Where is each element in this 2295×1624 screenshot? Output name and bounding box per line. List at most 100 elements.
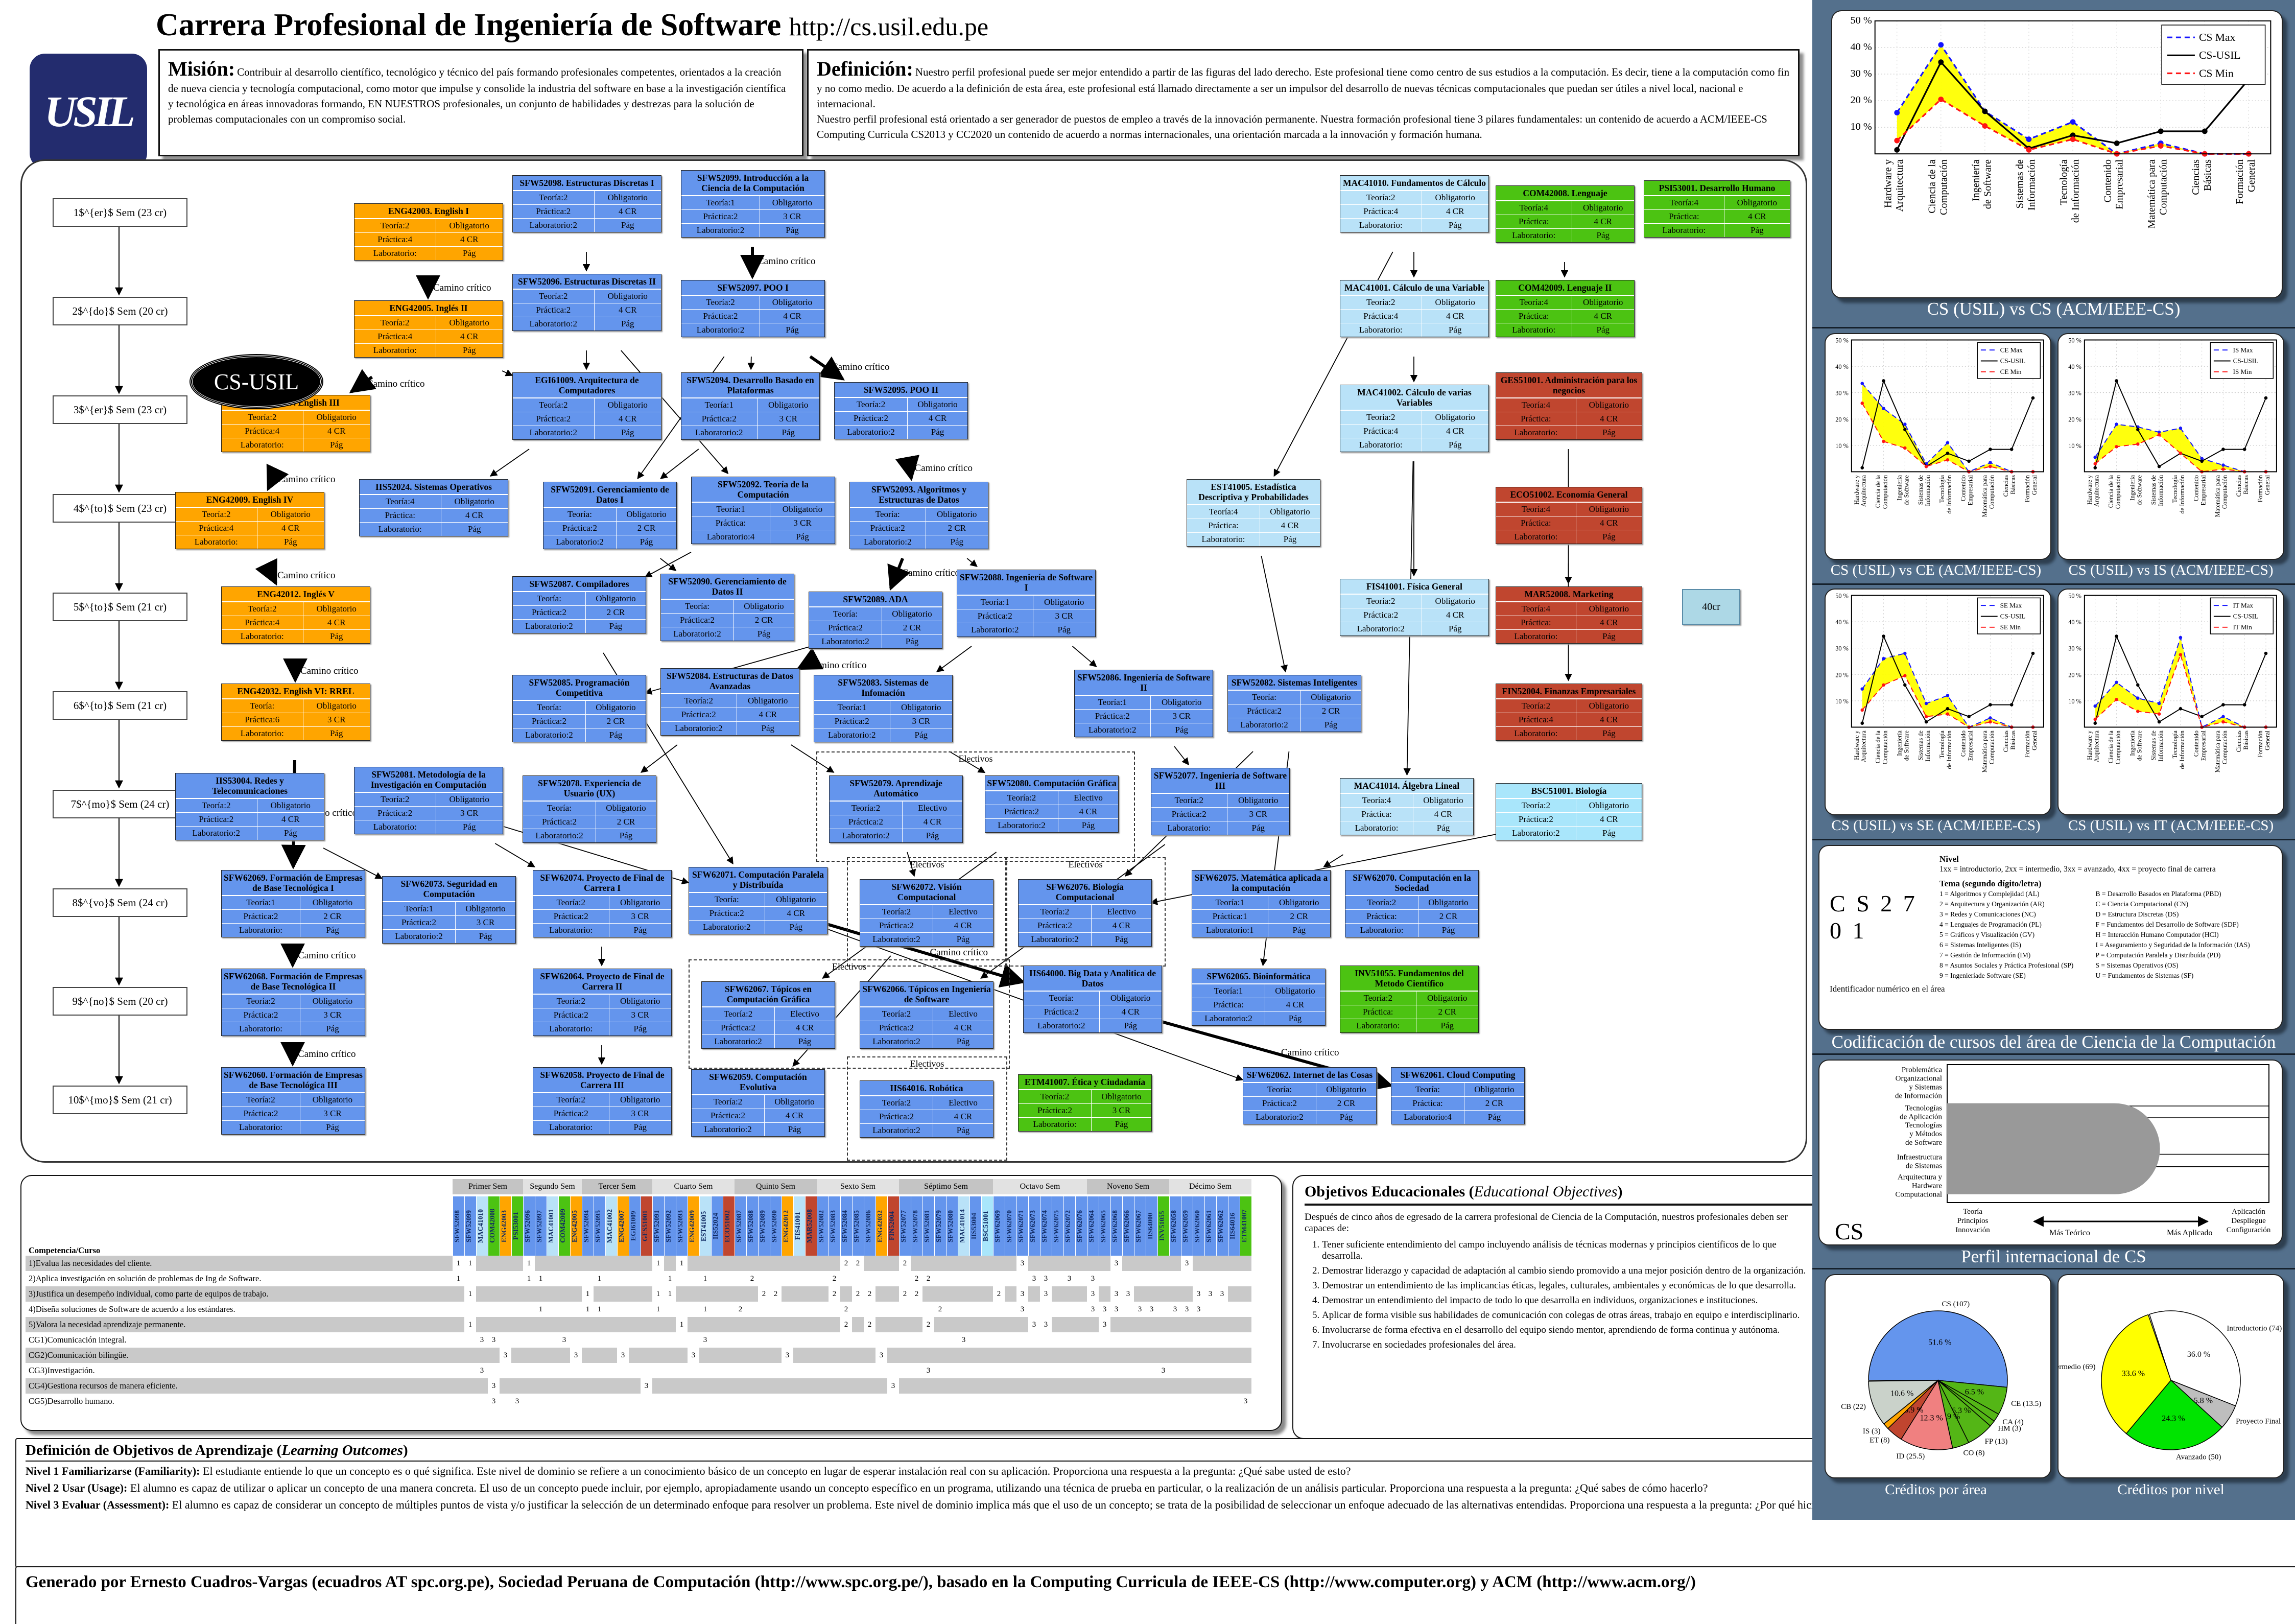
course-page-link[interactable]: Pág xyxy=(594,317,661,331)
course-box-SFW52081[interactable]: SFW52081. Metodología de la Investigació… xyxy=(354,767,503,834)
course-page-link[interactable]: Pág xyxy=(1413,821,1473,835)
course-page-link[interactable]: Pág xyxy=(1576,726,1642,740)
course-box-IIS52024[interactable]: IIS52024. Sistemas Operativos Teoría:4 Obl… xyxy=(359,479,508,536)
course-box-SFW52080[interactable]: SFW52080. Computación Gráfica Teoría:2 Ele… xyxy=(985,775,1119,833)
course-page-link[interactable]: Pág xyxy=(1572,323,1634,337)
course-box-SFW52095[interactable]: SFW52095. POO II Teoría:2 Obligatorio Práct… xyxy=(834,382,968,439)
course-box-SFW52077[interactable]: SFW52077. Ingeniería de Software III Teor… xyxy=(1151,768,1290,835)
course-box-SFW62068[interactable]: SFW62068. Formación de Empresas de Base … xyxy=(221,969,365,1036)
course-box-SFW52079[interactable]: SFW52079. Aprendizaje Automático Teoría:2… xyxy=(829,775,963,843)
course-page-link[interactable]: Pág xyxy=(609,923,671,937)
course-page-link[interactable]: Pág xyxy=(933,1123,993,1137)
course-box-ETM41007[interactable]: ETM41007. Ética y Ciudadanía Teoría:2 Obli… xyxy=(1018,1074,1152,1132)
course-page-link[interactable]: Pág xyxy=(1316,1110,1376,1124)
course-page-link[interactable]: Pág xyxy=(890,728,952,742)
course-box-ENG42003[interactable]: ENG42003. English I Teoría:2 Obligatorio Pr… xyxy=(354,203,503,261)
course-page-link[interactable]: Pág xyxy=(765,1122,824,1136)
course-box-SFW52096[interactable]: SFW52096. Estructuras Discretas II Teoría… xyxy=(512,274,661,331)
course-box-IIS64000[interactable]: IIS64000. Big Data y Analitica de Datos T… xyxy=(1023,966,1162,1033)
course-page-link[interactable]: Pág xyxy=(760,223,824,237)
course-page-link[interactable]: Pág xyxy=(903,829,962,842)
course-page-link[interactable]: Pág xyxy=(775,1034,835,1048)
course-box-ENG42012[interactable]: ENG42012. Inglés V Teoría:2 Obligatorio Prá… xyxy=(221,586,370,644)
course-page-link[interactable]: Pág xyxy=(436,246,503,260)
course-page-link[interactable]: Pág xyxy=(1418,923,1478,937)
course-page-link[interactable]: Pág xyxy=(1265,1011,1325,1025)
course-box-SFW62058[interactable]: SFW62058. Proyecto de Final de Carrera I… xyxy=(533,1067,672,1135)
course-page-link[interactable]: Pág xyxy=(300,923,365,937)
course-page-link[interactable]: Pág xyxy=(436,343,503,357)
course-page-link[interactable]: Pág xyxy=(757,426,819,439)
course-box-SFW62070[interactable]: SFW62070. Computación en la Sociedad Teor… xyxy=(1345,870,1479,937)
course-page-link[interactable]: Pág xyxy=(609,1022,671,1035)
course-page-link[interactable]: Pág xyxy=(1464,1110,1524,1124)
course-page-link[interactable]: Pág xyxy=(609,1120,671,1134)
course-page-link[interactable]: Pág xyxy=(765,920,827,934)
course-box-COM42009[interactable]: COM42009. Lenguaje II Teoría:4 Obligatorio… xyxy=(1496,280,1635,337)
course-box-MAC41010[interactable]: MAC41010. Fundamentos de Cálculo Teoría:2… xyxy=(1340,175,1489,232)
course-box-SFW62073[interactable]: SFW62073. Seguridad en Computación Teoría… xyxy=(382,876,516,944)
course-box-SFW52098[interactable]: SFW52098. Estructuras Discretas I Teoría:… xyxy=(512,175,661,232)
course-box-SFW62067[interactable]: SFW62067. Tópicos en Computación Gráfica… xyxy=(701,981,835,1049)
course-box-SFW52094[interactable]: SFW52094. Desarrollo Basado en Plataform… xyxy=(681,372,820,440)
course-page-link[interactable]: Pág xyxy=(1227,821,1289,835)
course-page-link[interactable]: Pág xyxy=(1150,723,1213,737)
course-page-link[interactable]: Pág xyxy=(596,829,656,842)
course-page-link[interactable]: Pág xyxy=(303,438,370,452)
site-url[interactable]: http://cs.usil.edu.pe xyxy=(789,12,989,41)
course-box-FIN52004[interactable]: FIN52004. Finanzas Empresariales Teoría:2… xyxy=(1496,684,1642,741)
course-box-SFW52090[interactable]: SFW52090. Gerenciamiento de Datos II Teor… xyxy=(660,574,794,641)
course-box-SFW52085[interactable]: SFW52085. Programación Competitiva Teoría… xyxy=(512,675,646,742)
course-page-link[interactable]: Pág xyxy=(1576,826,1642,840)
course-box-COM42008[interactable]: COM42008. Lenguaje Teoría:4 Obligatorio Prá… xyxy=(1496,185,1635,243)
course-box-SFW62076[interactable]: SFW62076. Biología Computacional Teoría:2… xyxy=(1018,879,1152,947)
course-page-link[interactable]: Pág xyxy=(617,535,676,549)
course-box-SFW52099[interactable]: SFW52099. Introducción a la Ciencia de l… xyxy=(681,170,825,238)
course-page-link[interactable]: Pág xyxy=(1422,218,1488,232)
course-page-link[interactable]: Pág xyxy=(1422,622,1488,636)
course-page-link[interactable]: Pág xyxy=(441,522,508,536)
course-page-link[interactable]: Pág xyxy=(1724,223,1790,237)
course-box-MAR52008[interactable]: MAR52008. Marketing Teoría:4 Obligatorio Pr… xyxy=(1496,586,1642,644)
course-box-FIS41001[interactable]: FIS41001. Física General Teoría:2 Obligato… xyxy=(1340,579,1489,636)
course-box-ECO51002[interactable]: ECO51002. Economía General Teoría:4 Obliga… xyxy=(1496,487,1642,544)
course-box-SFW52084[interactable]: SFW52084. Estructuras de Datos Avanzadas… xyxy=(660,668,799,736)
course-box-SFW52097[interactable]: SFW52097. POO I Teoría:2 Obligatorio Prácti… xyxy=(681,280,825,337)
course-page-link[interactable]: Pág xyxy=(933,1034,993,1048)
course-page-link[interactable]: Pág xyxy=(257,826,324,840)
course-box-SFW52092[interactable]: SFW52092. Teoría de la Computación Teoría… xyxy=(691,477,835,544)
course-box-SFW52091[interactable]: SFW52091. Gerenciamiento de Datos I Teorí… xyxy=(543,482,677,549)
course-box-SFW62062[interactable]: SFW62062. Internet de las Cosas Teoría: Ob… xyxy=(1243,1067,1377,1124)
course-box-SFW62060[interactable]: SFW62060. Formación de Empresas de Base … xyxy=(221,1067,365,1135)
course-page-link[interactable]: Pág xyxy=(882,634,942,648)
course-box-BSC51001[interactable]: BSC51001. Biología Teoría:2 Obligatorio Prá… xyxy=(1496,783,1642,840)
course-box-GES51001[interactable]: GES51001. Administración para los negoci… xyxy=(1496,372,1642,440)
course-page-link[interactable]: Pág xyxy=(1576,629,1642,643)
course-box-SFW52082[interactable]: SFW52082. Sistemas Inteligentes Teoría: Ob… xyxy=(1227,675,1361,732)
course-box-SFW62066[interactable]: SFW62066. Tópicos en Ingeniería de Softw… xyxy=(860,981,993,1049)
course-box-MAC41001[interactable]: MAC41001. Cálculo de una Variable Teoría:… xyxy=(1340,280,1489,337)
course-page-link[interactable]: Pág xyxy=(1033,623,1095,637)
course-box-EGI61009[interactable]: EGI61009. Arquitectura de Computadores Te… xyxy=(512,372,661,440)
course-page-link[interactable]: Pág xyxy=(594,218,661,232)
course-page-link[interactable]: Pág xyxy=(1268,923,1330,937)
course-page-link[interactable]: Pág xyxy=(1416,1019,1478,1032)
course-page-link[interactable]: Pág xyxy=(1422,323,1488,337)
course-box-MAC41014[interactable]: MAC41014. Álgebra Lineal Teoría:4 Obligato… xyxy=(1340,778,1474,835)
course-box-SFW52088[interactable]: SFW52088. Ingeniería de Software I Teoría… xyxy=(957,570,1096,637)
course-box-EST41005[interactable]: EST41005. Estadística Descriptiva y Prob… xyxy=(1187,479,1320,547)
course-page-link[interactable]: Pág xyxy=(1576,426,1642,439)
course-box-IIS64016[interactable]: IIS64016. Robótica Teoría:2 Electivo Prácti… xyxy=(860,1080,993,1138)
course-box-SFW52086[interactable]: SFW52086. Ingeniería de Software II Teorí… xyxy=(1074,670,1213,737)
course-page-link[interactable]: Pág xyxy=(734,627,794,641)
course-page-link[interactable]: Pág xyxy=(456,929,515,943)
course-page-link[interactable]: Pág xyxy=(926,535,988,549)
course-page-link[interactable]: Pág xyxy=(1092,1117,1151,1131)
course-box-SFW52078[interactable]: SFW52078. Experiencia de Usuario (UX) Teo… xyxy=(523,775,656,843)
course-page-link[interactable]: Pág xyxy=(1301,718,1361,732)
course-page-link[interactable]: Pág xyxy=(586,728,646,742)
course-page-link[interactable]: Pág xyxy=(933,932,993,946)
course-box-SFW62061[interactable]: SFW62061. Cloud Computing Teoría: Obligato… xyxy=(1391,1067,1525,1124)
course-box-IIS53004[interactable]: IIS53004. Redes y Telecomunicaciones Teor… xyxy=(175,773,324,840)
course-box-SFW62071[interactable]: SFW62071. Computación Paralela y Distrib… xyxy=(689,867,827,934)
